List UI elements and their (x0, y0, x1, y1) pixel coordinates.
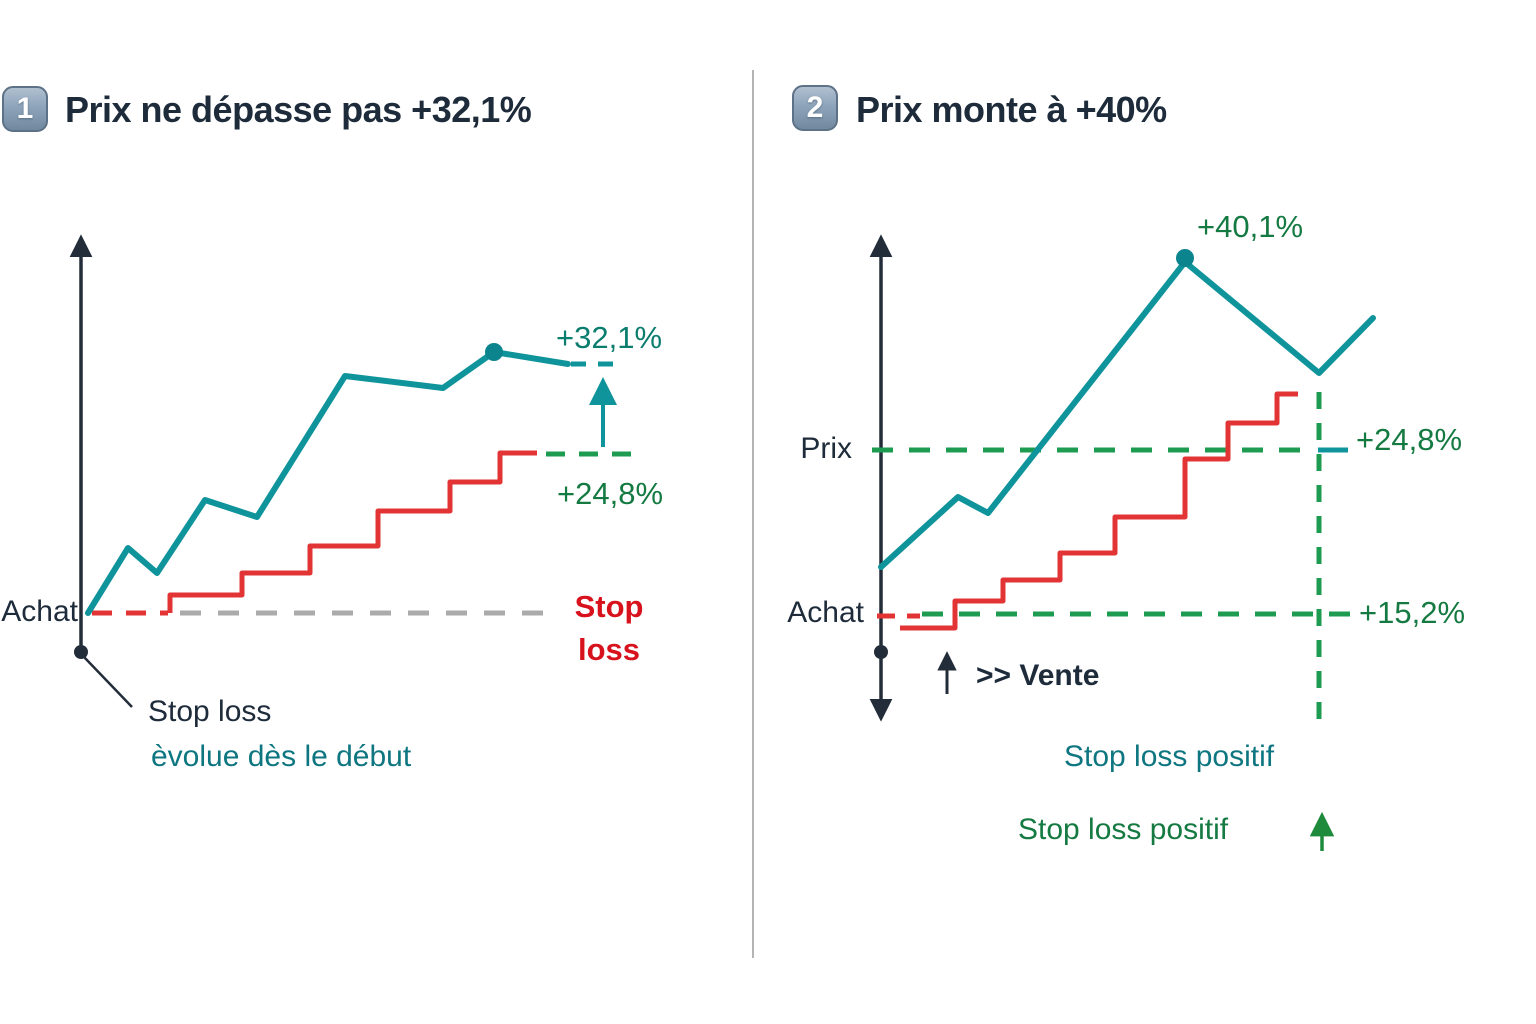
right-achat-label: Achat (787, 596, 864, 629)
right-stoploss-note-green: Stop loss positif (1018, 813, 1229, 846)
panel1-title: Prix ne dépasse pas +32,1% (65, 89, 532, 130)
right-stoploss-note-teal: Stop loss positif (1064, 740, 1275, 773)
right-entry-stop-value-label: +15,2% (1359, 595, 1466, 630)
right-price-line (878, 259, 1376, 570)
keycap-1-badge: 1 (2, 86, 48, 132)
right-stop-value-label: +24,8% (1356, 422, 1463, 457)
left-price-line (85, 349, 571, 616)
left-peak-value-label: +32,1% (556, 320, 663, 355)
panel2-title: Prix monte à +40% (856, 89, 1167, 130)
left-stoploss-staircase (167, 450, 537, 613)
left-callout-line (83, 656, 133, 708)
stoploss-word-2: loss (577, 631, 641, 667)
left-stop-value-label: +24,8% (557, 476, 664, 511)
right-vente-label: >> Vente (976, 659, 1100, 692)
stoploss-word-1: Stop (574, 589, 644, 624)
right-peak-value-label: +40,1% (1197, 209, 1304, 244)
left-callout-line2: èvolue dès le début (151, 740, 412, 773)
right-chart (869, 234, 1376, 851)
right-stoploss-staircase (900, 391, 1298, 631)
right-prix-label: Prix (800, 432, 852, 465)
left-stoploss-series-label: Stop loss (563, 586, 655, 672)
left-peak-dot (485, 343, 503, 361)
left-chart (69, 234, 640, 708)
right-axis-origin-dot (874, 645, 888, 659)
right-peak-dot (1176, 249, 1194, 267)
left-callout-line1: Stop loss (148, 695, 272, 728)
keycap-2-badge: 2 (792, 85, 838, 131)
left-axis-origin-dot (74, 645, 88, 659)
left-achat-label: Achat (1, 595, 78, 628)
